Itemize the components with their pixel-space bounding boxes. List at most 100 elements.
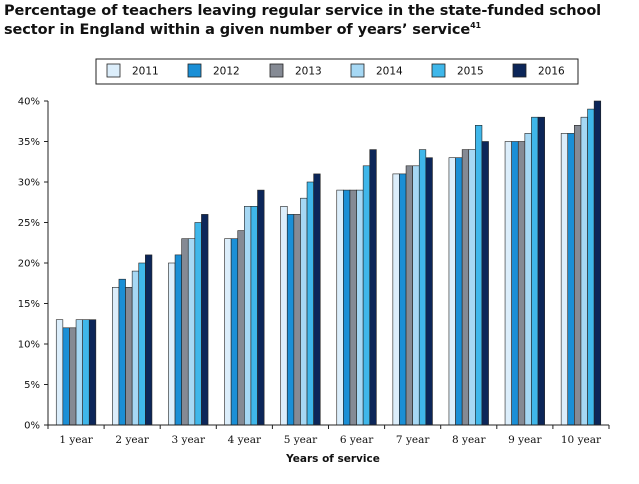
bar-2016-2-year [145,254,153,426]
y-tick-label: 25% [18,218,40,229]
bar-2012-10-year [567,133,575,426]
bar-2011-2-year [112,286,120,426]
x-tick-label: 3 year [172,434,206,446]
x-axis-title: Years of service [285,453,380,465]
bar-2013-4-year [237,230,245,426]
bar-2015-5-year [306,181,314,426]
bar-2011-1-year [55,319,64,426]
legend-swatch-2012 [187,63,202,78]
bar-2014-9-year [524,133,532,426]
x-tick-label: 4 year [228,434,262,446]
y-tick-label: 30% [18,178,40,189]
chart-title-text: Percentage of teachers leaving regular s… [4,3,602,38]
bar-2016-7-year [425,157,433,426]
bar-2014-7-year [412,165,420,426]
bar-2014-6-year [356,189,364,426]
bar-2012-4-year [230,238,239,426]
bar-2012-3-year [174,254,182,426]
y-tick-label: 5% [24,380,40,391]
y-tick-label: 10% [18,340,40,351]
bar-2013-1-year [69,327,77,426]
bar-2016-1-year [88,319,97,426]
x-tick-label: 10 year [561,434,602,446]
bar-2015-1-year [82,319,90,426]
legend-swatch-2013 [269,63,284,78]
bar-2015-4-year [250,206,258,426]
bar-2011-4-year [224,238,232,426]
y-tick-label: 35% [18,137,40,148]
x-tick-label: 5 year [284,434,318,446]
bar-2011-10-year [560,133,569,426]
bar-2015-3-year [194,222,202,426]
bar-2012-8-year [455,157,463,426]
bar-2016-9-year [537,116,545,426]
bars [55,100,602,426]
bar-2014-10-year [580,116,588,426]
bar-2016-4-year [257,189,265,426]
bar-2016-3-year [201,214,209,426]
bar-2012-7-year [399,173,407,426]
legend-label-2011: 2011 [132,66,159,78]
bar-2016-6-year [369,149,377,426]
x-tick-label: 6 year [340,434,374,446]
legend-label-2015: 2015 [457,66,484,78]
footnote-marker: 41 [470,21,482,31]
x-tick-label: 2 year [115,434,149,446]
legend: 2011 2012 2013 2014 2015 2016 [95,58,579,85]
x-axis: 1 year 2 year 3 year 4 year 5 year 6 year 7 ye… [47,424,610,465]
bar-2015-6-year [362,165,371,426]
bar-2013-5-year [293,214,301,426]
bar-2013-10-year [574,125,582,426]
chart-title: Percentage of teachers leaving regular s… [4,2,636,40]
legend-label-2012: 2012 [213,66,240,78]
x-tick-label: 8 year [452,434,486,446]
bar-2011-5-year [280,206,288,426]
x-tick-label: 7 year [396,434,430,446]
legend-box [95,58,579,85]
bar-2011-8-year [448,157,456,426]
bar-2012-5-year [286,214,295,426]
legend-swatch-2016 [512,63,527,78]
bar-2015-2-year [138,262,146,426]
bar-2015-8-year [475,125,483,426]
bar-2012-9-year [511,141,519,426]
legend-label-2013: 2013 [295,66,322,78]
y-axis: 0% 5% 10% 15% 20% 25% 30% 35% 40% [18,97,49,432]
bar-2011-6-year [336,189,344,426]
bar-2016-5-year [313,173,321,426]
bar-2013-8-year [461,149,470,426]
bar-2014-5-year [300,197,308,426]
legend-swatch-2014 [350,63,365,78]
bar-2016-10-year [593,100,602,426]
bar-2013-3-year [181,238,189,426]
legend-label-2016: 2016 [538,66,565,78]
bar-2013-7-year [405,165,413,426]
y-tick-label: 40% [18,97,40,108]
bar-2015-9-year [531,116,539,426]
legend-swatch-2015 [431,63,446,78]
bar-2014-2-year [131,270,140,426]
bar-2013-6-year [349,189,357,426]
y-tick-label: 15% [18,299,40,310]
bar-2011-3-year [168,262,176,426]
bar-2015-7-year [418,149,427,426]
bar-2014-3-year [187,238,196,426]
y-tick-label: 20% [18,259,40,270]
bar-2012-2-year [118,278,126,426]
x-tick-label: 9 year [508,434,542,446]
bar-2014-4-year [244,206,252,426]
bar-2015-10-year [587,108,595,426]
bar-2013-9-year [517,141,526,426]
bar-2012-6-year [343,189,351,426]
legend-label-2014: 2014 [376,66,403,78]
bar-2011-9-year [504,141,512,426]
y-tick-label: 0% [24,421,40,432]
legend-swatch-2011 [106,63,121,78]
bar-2014-8-year [468,149,476,426]
bar-2016-8-year [481,141,489,426]
bar-2014-1-year [75,319,83,426]
bar-2011-7-year [392,173,400,426]
bar-2012-1-year [62,327,70,426]
x-tick-label: 1 year [59,434,93,446]
